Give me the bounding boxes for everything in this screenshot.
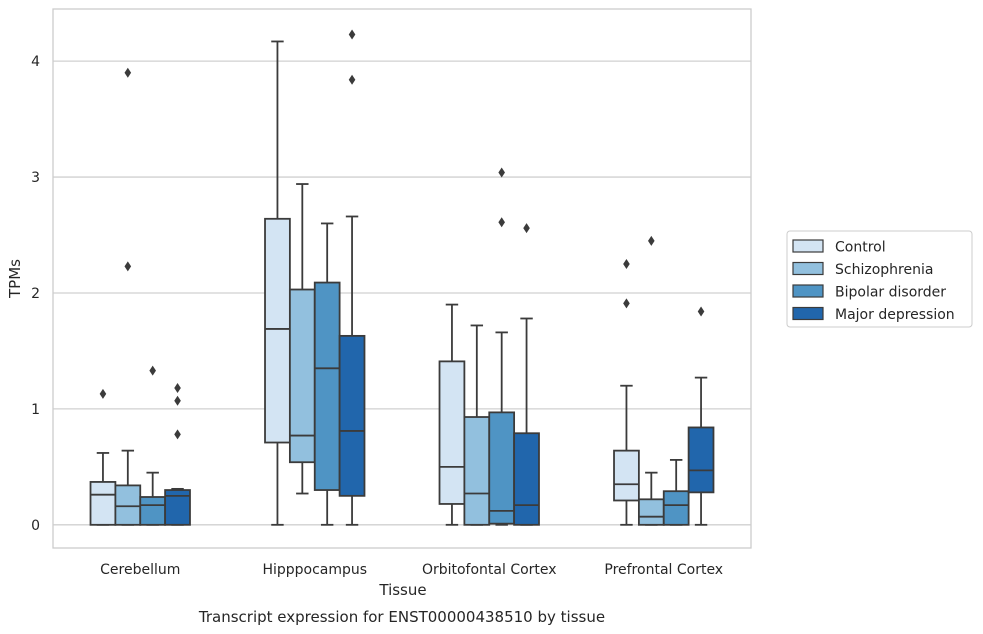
x-tick-label: Hipppocampus xyxy=(262,562,367,578)
box xyxy=(513,432,540,526)
outlier-point xyxy=(523,223,530,234)
x-axis-label: Tissue xyxy=(378,581,426,599)
legend-frame xyxy=(786,230,973,328)
box xyxy=(637,498,665,526)
legend-swatch xyxy=(792,239,824,253)
box xyxy=(313,281,341,491)
outlier-point xyxy=(498,167,505,178)
y-tick-label: 3 xyxy=(31,170,40,186)
legend-entry-label: Control xyxy=(835,240,886,256)
box xyxy=(89,481,117,526)
box xyxy=(662,490,690,526)
outlier-point xyxy=(174,429,181,440)
y-tick-label: 0 xyxy=(31,518,40,534)
x-tick-label: Cerebellum xyxy=(100,562,180,578)
series-schizophrenia xyxy=(114,67,665,526)
legend-entry-label: Bipolar disorder xyxy=(835,285,946,301)
box xyxy=(488,411,516,525)
y-tick-label: 2 xyxy=(31,286,40,302)
legend-swatch xyxy=(792,261,824,276)
box xyxy=(613,449,640,502)
legend-swatch xyxy=(792,284,824,298)
outlier-point xyxy=(697,306,705,317)
legend-entry-label: Major depression xyxy=(835,307,955,323)
outlier-point xyxy=(149,365,156,376)
box-series-layer xyxy=(89,29,715,526)
box xyxy=(687,426,715,494)
outlier-point xyxy=(348,74,356,85)
y-axis-label: TPMs xyxy=(6,259,24,299)
outlier-point xyxy=(623,298,630,309)
grid-lines xyxy=(53,60,751,526)
box xyxy=(114,484,142,526)
outlier-point xyxy=(174,383,181,394)
chart-caption: Transcript expression for ENST0000043851… xyxy=(198,608,605,626)
outlier-point xyxy=(498,217,505,228)
outlier-point xyxy=(348,29,356,40)
y-axis-ticks: 0 1 2 3 4 xyxy=(31,54,40,534)
outlier-point xyxy=(648,235,655,246)
series-major-depression xyxy=(164,29,715,526)
outlier-point xyxy=(174,395,181,406)
x-axis-ticks: Cerebellum Hipppocampus Orbitofontal Corte… xyxy=(100,562,723,578)
legend-entry-label: Schizophrenia xyxy=(835,262,933,278)
outlier-point xyxy=(124,261,132,272)
x-tick-label: Prefrontal Cortex xyxy=(604,562,723,578)
legend: Control Schizophrenia Bipolar disorder Majo… xyxy=(786,230,973,328)
box xyxy=(264,217,291,444)
box xyxy=(438,360,466,505)
series-bipolar-disorder xyxy=(139,167,690,526)
legend-swatch xyxy=(792,306,824,321)
box xyxy=(463,416,491,526)
y-tick-label: 4 xyxy=(31,54,40,70)
box xyxy=(338,334,366,497)
series-control xyxy=(89,40,640,526)
outlier-point xyxy=(124,67,132,78)
y-tick-label: 1 xyxy=(31,402,40,418)
plot-area-frame xyxy=(52,8,752,549)
outlier-point xyxy=(99,388,107,399)
box xyxy=(139,496,167,526)
box xyxy=(288,288,316,464)
outlier-point xyxy=(623,259,630,270)
x-tick-label: Orbitofontal Cortex xyxy=(422,562,557,578)
